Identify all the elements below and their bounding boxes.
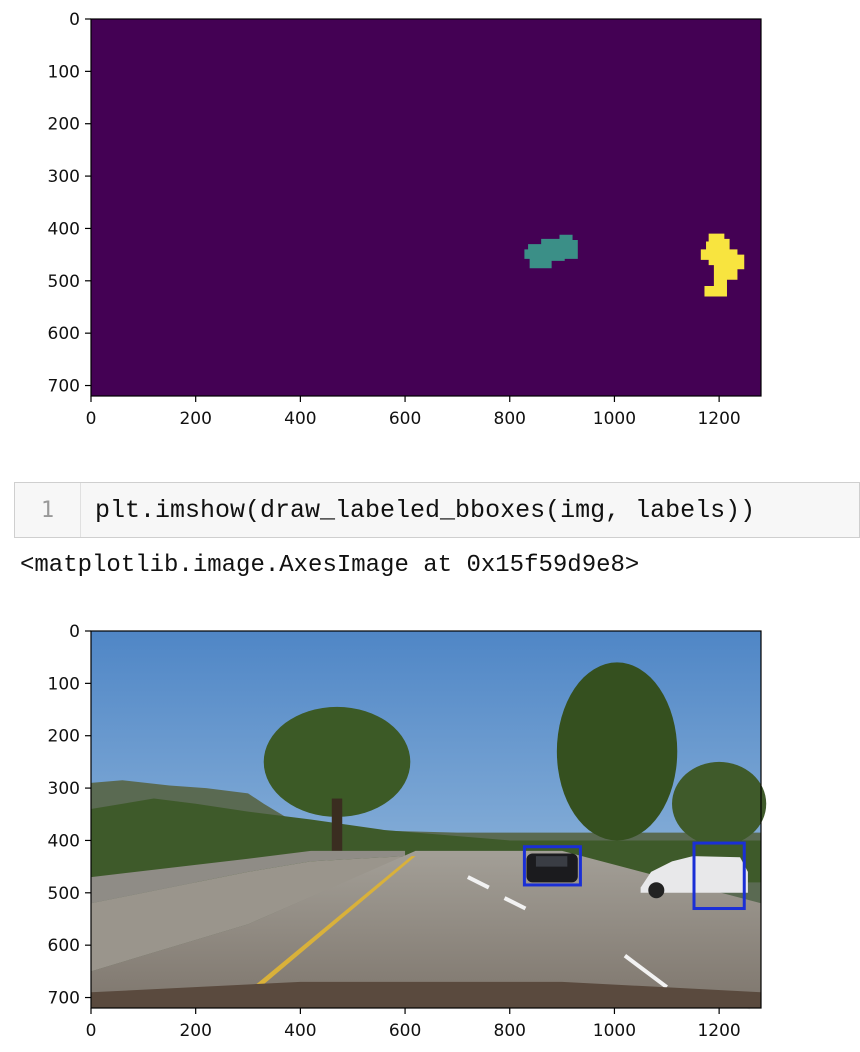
guard-rail xyxy=(91,850,406,904)
road-x-tick-label: 400 xyxy=(284,1021,316,1041)
heatmap-y-tick-label: 200 xyxy=(48,115,80,135)
heatmap-y-tick-label: 300 xyxy=(48,167,80,187)
heatmap-x-tick-label: 600 xyxy=(389,409,421,429)
road-x-tick-label: 200 xyxy=(179,1021,211,1041)
black-car-window xyxy=(535,856,568,867)
road-y-tick-label: 100 xyxy=(48,674,80,694)
road-y-tick-label: 600 xyxy=(48,936,80,956)
road-image-plot: 0 200 400 600 800 1000 1200 0 100 200 300 400 500 600… xyxy=(0,612,860,1052)
code-cell[interactable]: 1 plt.imshow(draw_labeled_bboxes(img, la… xyxy=(14,482,860,538)
road-y-tick-label: 300 xyxy=(48,779,80,799)
cell-line-number: 1 xyxy=(15,483,81,537)
heatmap-y-tick-label: 700 xyxy=(48,377,80,397)
tree-far-right xyxy=(672,761,767,846)
road-axes-frame xyxy=(90,630,762,1009)
tree-right xyxy=(556,662,678,841)
heatmap-background xyxy=(91,19,761,396)
white-car-wheel xyxy=(648,882,665,899)
road-x-tick-label: 1200 xyxy=(697,1021,740,1041)
cell-output-repr: <matplotlib.image.AxesImage at 0x15f59d9… xyxy=(20,552,640,579)
road-y-tick-label: 200 xyxy=(48,727,80,747)
bbox-1 xyxy=(522,845,582,887)
heatmap-x-tick-label: 200 xyxy=(179,409,211,429)
heatmap-x-tick-label: 1000 xyxy=(593,409,636,429)
road-y-tick-label: 400 xyxy=(48,831,80,851)
label-blob-1 xyxy=(524,234,578,269)
lane-dash-1 xyxy=(466,875,490,890)
tree-left-trunk xyxy=(331,798,343,851)
bbox-2 xyxy=(692,841,746,911)
heatmap-x-tick-label: 1200 xyxy=(697,409,740,429)
heatmap-x-tick-label: 0 xyxy=(86,409,97,429)
heatmap-x-tick-label: 400 xyxy=(284,409,316,429)
road-y-tick-label: 500 xyxy=(48,884,80,904)
label-blob-2 xyxy=(700,233,745,297)
road-y-tick-label: 700 xyxy=(48,989,80,1009)
barrier-wall xyxy=(91,856,406,972)
road-image-svg: 0 200 400 600 800 1000 1200 0 100 200 300 400 500 600… xyxy=(48,622,767,1041)
labels-heatmap-plot: 0 200 400 600 800 1000 1200 0 100 200 300 400 500 600… xyxy=(0,0,860,440)
road-x-tick-label: 800 xyxy=(494,1021,526,1041)
heatmap-axes-frame xyxy=(90,18,762,397)
heatmap-y-tick-label: 400 xyxy=(48,219,80,239)
lane-dash-2 xyxy=(503,896,527,911)
road-x-tick-label: 600 xyxy=(389,1021,421,1041)
heatmap-y-tick-label: 100 xyxy=(48,62,80,82)
car-hood xyxy=(91,981,761,1008)
heatmap-y-tick-label: 500 xyxy=(48,272,80,292)
lane-dash-3 xyxy=(623,954,668,989)
yellow-lane-line xyxy=(240,856,416,998)
code-line[interactable]: plt.imshow(draw_labeled_bboxes(img, labe… xyxy=(95,495,756,525)
heatmap-y-tick-label: 0 xyxy=(69,10,80,30)
road-x-tick-label: 0 xyxy=(86,1021,97,1041)
road-surface xyxy=(91,850,761,1008)
labels-heatmap-svg: 0 200 400 600 800 1000 1200 0 100 200 300 400 500 600… xyxy=(48,10,762,429)
road-x-tick-label: 1000 xyxy=(593,1021,636,1041)
road-y-tick-label: 0 xyxy=(69,622,80,642)
tree-left xyxy=(263,706,411,817)
heatmap-y-tick-label: 600 xyxy=(48,324,80,344)
heatmap-x-tick-label: 800 xyxy=(494,409,526,429)
